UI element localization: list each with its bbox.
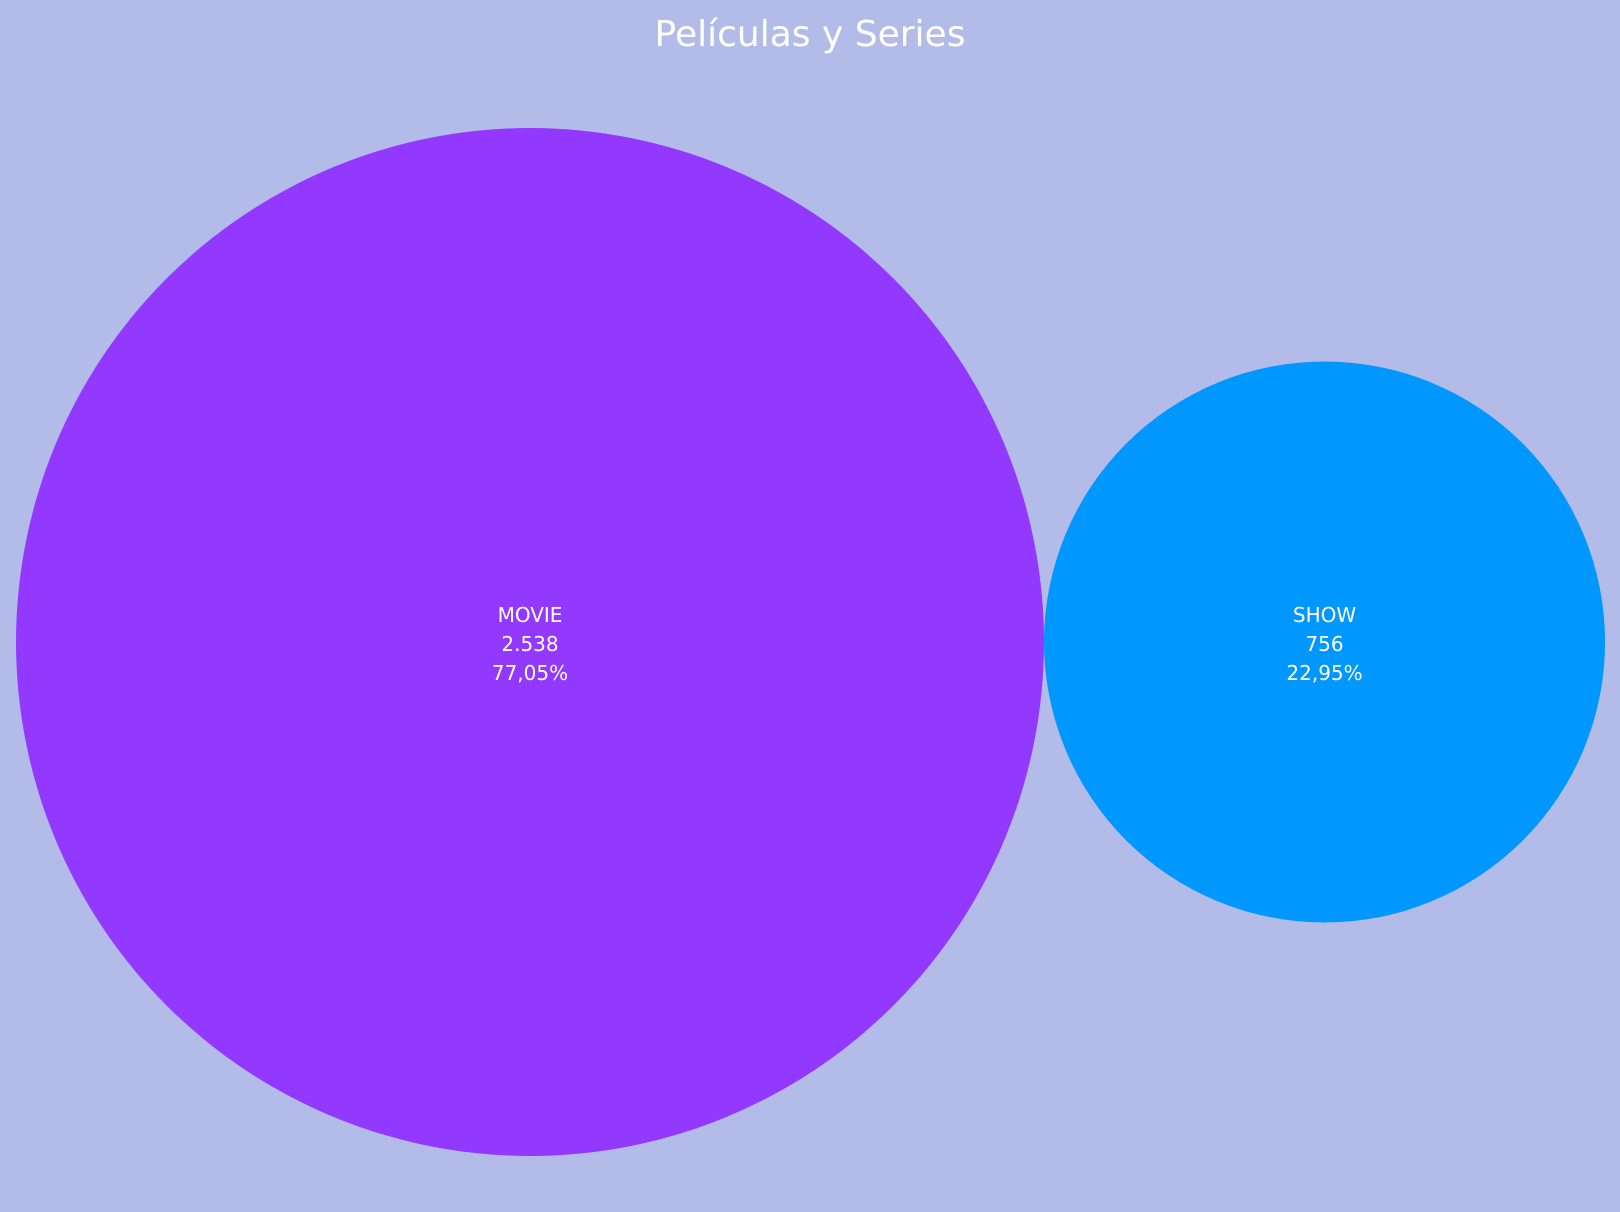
bubble-show-percent-label: 22,95% bbox=[1286, 661, 1362, 685]
chart-title: Películas y Series bbox=[654, 14, 966, 55]
bubble-show[interactable] bbox=[1044, 361, 1606, 923]
bubble-show-category-label: SHOW bbox=[1293, 603, 1356, 627]
bubble-movie-category-label: MOVIE bbox=[498, 603, 563, 627]
bubble-movie-value-label: 2.538 bbox=[501, 632, 558, 656]
bubble-show-value-label: 756 bbox=[1305, 632, 1343, 656]
bubble-movie-percent-label: 77,05% bbox=[492, 661, 568, 685]
bubble-movie[interactable] bbox=[16, 128, 1044, 1156]
